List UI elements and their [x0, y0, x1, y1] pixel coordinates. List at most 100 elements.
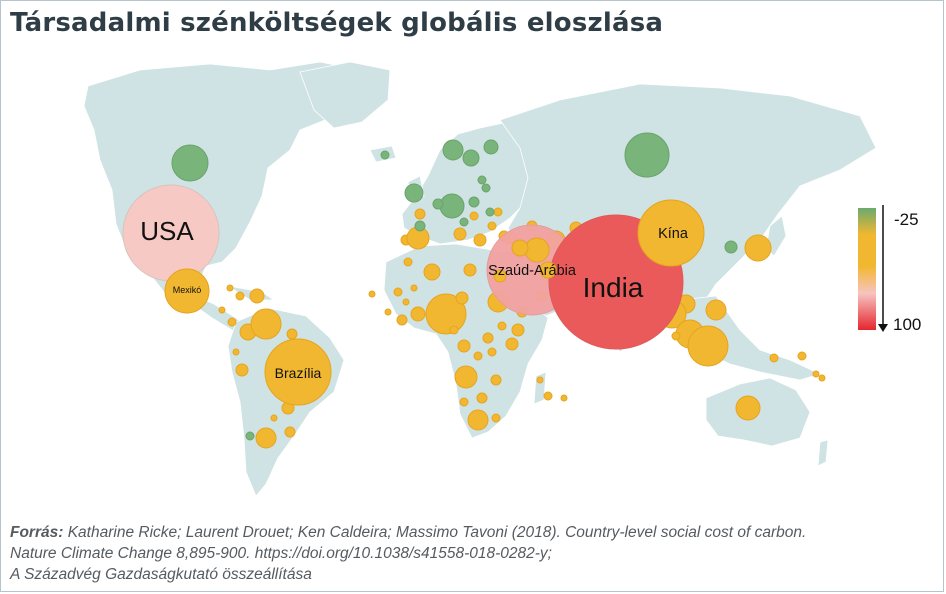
- bubble: [724, 240, 738, 254]
- bubble: [449, 325, 459, 335]
- label-kina: Kína: [658, 226, 689, 242]
- bubble: [410, 306, 426, 322]
- bubble: [393, 287, 403, 297]
- source-line-3: A Századvég Gazdaságkutató összeállítása: [10, 566, 312, 583]
- label-brazilia: Brazília: [275, 365, 322, 381]
- label-mexiko: Mexikó: [173, 285, 202, 295]
- bubble-russia: [624, 132, 670, 178]
- bubble: [414, 208, 426, 220]
- bubble-layer: USA Mexikó Brazília Szaúd-Arábia India K…: [122, 132, 826, 449]
- bubble-canada: [171, 144, 209, 182]
- bubble: [812, 370, 820, 378]
- bubble: [459, 397, 469, 407]
- bubble: [286, 328, 298, 340]
- bubble: [457, 339, 471, 353]
- country-labels: USA Mexikó Brazília Szaúd-Arábia India K…: [140, 216, 689, 381]
- bubble-kina: [637, 199, 705, 267]
- bubble: [560, 394, 568, 402]
- bubble: [380, 150, 390, 160]
- bubble: [482, 332, 494, 344]
- label-szaud-arabia: Szaúd-Arábia: [488, 263, 577, 279]
- bubble: [442, 139, 464, 161]
- bubble: [524, 237, 550, 263]
- bubble: [493, 207, 503, 217]
- bubble: [490, 374, 502, 386]
- bubble: [671, 331, 681, 341]
- bubble: [744, 234, 772, 262]
- bubble: [491, 413, 501, 423]
- bubble: [454, 365, 478, 389]
- bubble: [439, 193, 465, 219]
- bubble: [463, 263, 477, 277]
- bubble: [487, 347, 497, 357]
- bubble: [410, 284, 418, 292]
- bubble: [402, 298, 410, 306]
- bubble: [511, 323, 525, 337]
- bubble: [818, 374, 826, 382]
- bubble: [423, 263, 441, 281]
- bubble: [705, 299, 727, 321]
- bubble: [368, 290, 376, 298]
- legend-gradient-bar: [858, 208, 876, 330]
- source-note: Forrás: Katharine Ricke; Laurent Drouet;…: [10, 522, 930, 585]
- bubble: [235, 363, 249, 377]
- bubble: [473, 233, 487, 247]
- bubble: [487, 221, 497, 231]
- bubble-brazilia: [264, 338, 332, 406]
- bubble: [511, 239, 529, 257]
- legend-arrow-head: [878, 324, 888, 332]
- bubble: [769, 353, 779, 363]
- bubble: [453, 227, 467, 241]
- color-legend: -25 100: [858, 205, 921, 334]
- overlap-bubbles: [493, 237, 557, 283]
- bubble: [477, 175, 487, 185]
- bubble: [468, 196, 480, 208]
- bubble: [505, 337, 519, 351]
- bubble: [543, 391, 553, 401]
- bubble: [797, 351, 807, 361]
- bubble: [467, 409, 489, 431]
- bubble: [404, 183, 424, 203]
- bubble: [384, 308, 392, 316]
- bubble: [245, 431, 255, 441]
- bubble: [284, 426, 296, 438]
- green-bubbles: [171, 132, 738, 441]
- bubble: [270, 414, 278, 422]
- bubble: [536, 376, 544, 384]
- bubble: [227, 317, 237, 327]
- bubble-mexiko: [164, 268, 210, 314]
- source-line-2: Nature Climate Change 8,895-900. https:/…: [10, 545, 552, 562]
- bubble: [226, 284, 234, 292]
- bubble: [473, 351, 483, 361]
- bubble: [455, 291, 469, 305]
- bubble: [396, 314, 408, 326]
- bubble: [232, 348, 240, 356]
- bubble: [539, 261, 557, 279]
- bubble: [497, 321, 507, 331]
- bubble: [218, 306, 226, 314]
- bubble: [462, 149, 480, 167]
- land-greenland: [299, 61, 391, 129]
- legend-top-label: -25: [894, 210, 919, 229]
- land-new-zealand: [817, 439, 829, 467]
- bubble: [255, 427, 277, 449]
- bubble: [249, 288, 265, 304]
- source-label: Forrás:: [10, 524, 64, 541]
- bubble: [235, 291, 245, 301]
- bubble: [687, 325, 729, 367]
- bubble: [250, 308, 282, 340]
- bubble: [403, 257, 413, 267]
- bubble: [476, 392, 488, 404]
- bubble: [481, 183, 491, 193]
- map-title: Társadalmi szénköltségek globális eloszl…: [10, 8, 664, 38]
- bubble: [735, 395, 761, 421]
- source-line-1: Katharine Ricke; Laurent Drouet; Ken Cal…: [63, 524, 807, 541]
- bubble: [493, 269, 507, 283]
- label-usa: USA: [140, 216, 194, 246]
- bubble: [425, 293, 467, 335]
- bubble: [469, 211, 479, 221]
- bubble: [414, 220, 426, 232]
- legend-bottom-label: 100: [893, 315, 921, 334]
- bubble: [485, 207, 495, 217]
